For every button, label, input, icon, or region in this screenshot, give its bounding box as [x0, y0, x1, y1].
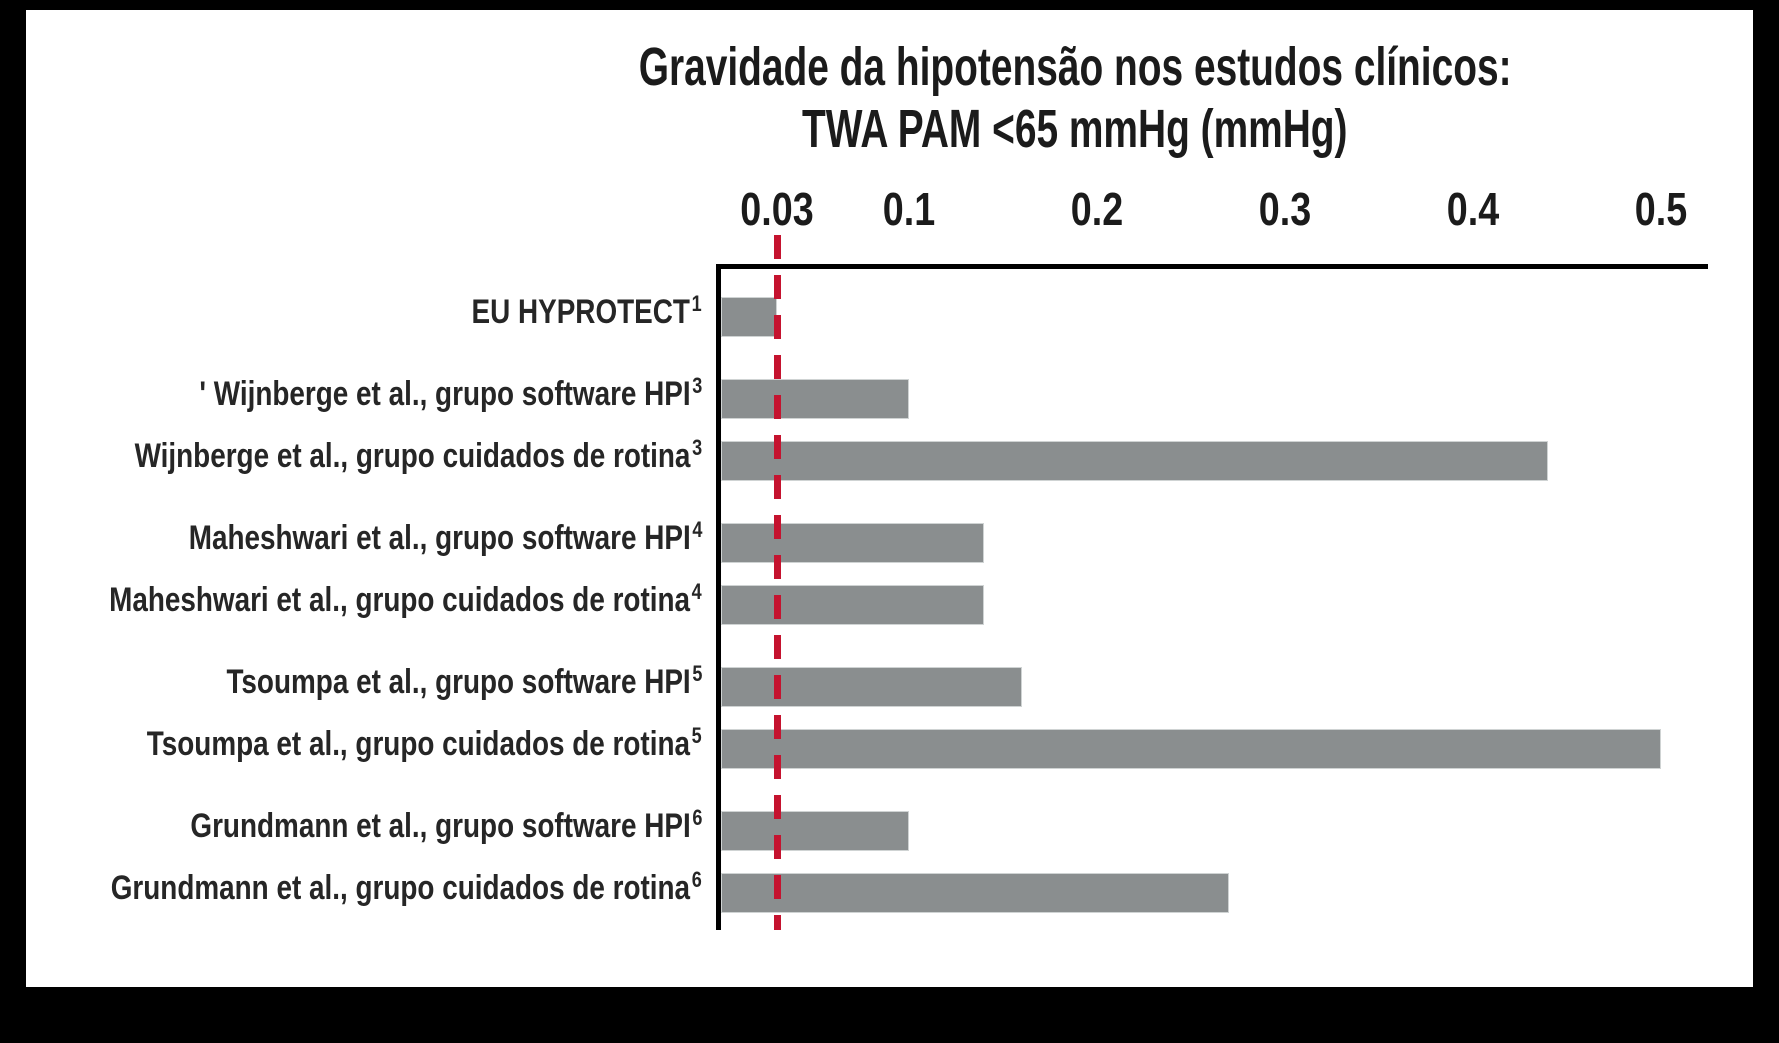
row-label: Grundmann et al., grupo software HPI6: [78, 806, 702, 846]
x-tick-label-text: 0.4: [1446, 183, 1500, 235]
x-tick-label-text: 0.2: [1070, 183, 1124, 235]
row-label-text: Grundmann et al., grupo cuidados de roti…: [110, 866, 702, 907]
row-label: Maheshwari et al., grupo cuidados de rot…: [0, 580, 702, 620]
chart-title-text: Gravidade da hipotensão nos estudos clín…: [638, 37, 1512, 97]
x-tick-label-text: 0.5: [1634, 183, 1688, 235]
chart-subtitle-text: TWA PAM <65 mmHg (mmHg): [802, 99, 1348, 159]
x-tick-label-text: 0.1: [882, 183, 936, 235]
row-label: Grundmann et al., grupo cuidados de roti…: [0, 868, 702, 908]
x-tick-label-text: 0.03: [740, 183, 815, 235]
row-label-text: Grundmann et al., grupo software HPI6: [189, 804, 702, 845]
row-label-text: Maheshwari et al., grupo software HPI4: [188, 516, 702, 557]
row-label-text: Wijnberge et al., grupo cuidados de roti…: [134, 434, 702, 475]
plot-area: [716, 235, 1708, 930]
row-label: Wijnberge et al., grupo cuidados de roti…: [10, 436, 702, 476]
chart-subtitle: TWA PAM <65 mmHg (mmHg): [275, 98, 1779, 160]
bar-grundmann-et-al-grupo-software-hpi: [721, 811, 909, 851]
frame-bottom-edge: [0, 987, 1779, 1043]
row-label-footnote: 5: [691, 722, 702, 748]
row-label-footnote: 1: [691, 290, 702, 316]
row-label-footnote: 3: [691, 434, 702, 460]
row-label-text: Tsoumpa et al., grupo software HPI5: [226, 660, 702, 701]
bar-maheshwari-et-al-grupo-cuidados-de-rotina: [721, 585, 985, 625]
row-label-footnote: 6: [691, 804, 702, 830]
x-tick-label: 0.4: [1441, 182, 1505, 236]
row-label-footnote: 5: [691, 660, 702, 686]
row-label-footnote: 6: [691, 866, 702, 892]
row-label-text: EU HYPROTECT1: [471, 290, 702, 331]
row-label: EU HYPROTECT1: [421, 292, 702, 332]
x-tick-label: 0.3: [1253, 182, 1317, 236]
row-label: ' Wijnberge et al., grupo software HPI3: [89, 374, 702, 414]
bar-grundmann-et-al-grupo-cuidados-de-rotina: [721, 873, 1229, 913]
frame-right-edge: [1753, 0, 1779, 1043]
row-label-footnote: 4: [691, 578, 702, 604]
row-label-text: Maheshwari et al., grupo cuidados de rot…: [109, 578, 702, 619]
bar--wijnberge-et-al-grupo-software-hpi: [721, 379, 909, 419]
x-tick-label: 0.5: [1629, 182, 1693, 236]
category-labels: EU HYPROTECT1 ' Wijnberge et al., grupo s…: [0, 264, 702, 930]
row-label-text: Tsoumpa et al., grupo cuidados de rotina…: [147, 722, 702, 763]
x-tick-label: 0.03: [733, 182, 823, 236]
frame-left-edge: [0, 0, 26, 1043]
bar-maheshwari-et-al-grupo-software-hpi: [721, 523, 985, 563]
chart-title-block: Gravidade da hipotensão nos estudos clín…: [275, 36, 1779, 160]
reference-line-0-03: [773, 235, 781, 930]
x-tick-label-text: 0.3: [1258, 183, 1312, 235]
row-label-footnote: 3: [691, 372, 702, 398]
row-label-text: ' Wijnberge et al., grupo software HPI3: [199, 372, 702, 413]
x-axis-tick-labels: 0.03 0.1 0.2 0.3 0.4 0.5: [721, 170, 1708, 250]
chart-title: Gravidade da hipotensão nos estudos clín…: [275, 36, 1779, 98]
frame-top-edge: [0, 0, 1779, 10]
bar-eu-hyprotect: [721, 297, 778, 337]
bar-tsoumpa-et-al-grupo-software-hpi: [721, 667, 1022, 707]
row-label: Tsoumpa et al., grupo software HPI5: [122, 662, 702, 702]
bar-tsoumpa-et-al-grupo-cuidados-de-rotina: [721, 729, 1661, 769]
row-label: Maheshwari et al., grupo software HPI4: [76, 518, 702, 558]
x-tick-label: 0.2: [1065, 182, 1129, 236]
row-label: Tsoumpa et al., grupo cuidados de rotina…: [25, 724, 702, 764]
row-label-footnote: 4: [691, 516, 702, 542]
x-tick-label: 0.1: [877, 182, 941, 236]
bar-wijnberge-et-al-grupo-cuidados-de-rotina: [721, 441, 1549, 481]
